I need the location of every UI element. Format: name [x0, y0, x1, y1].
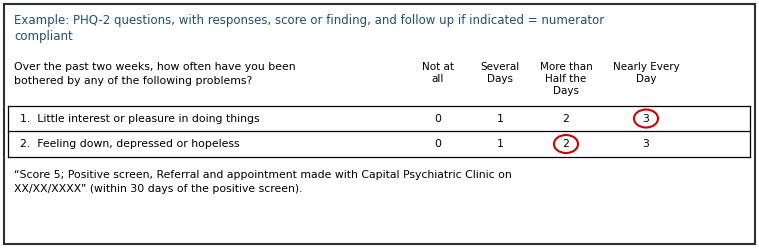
- Text: 2: 2: [562, 114, 569, 124]
- Text: More than: More than: [540, 62, 592, 72]
- Text: Day: Day: [636, 74, 657, 84]
- Text: 3: 3: [643, 114, 650, 124]
- Text: Several: Several: [480, 62, 520, 72]
- Text: Example: PHQ-2 questions, with responses, score or finding, and follow up if ind: Example: PHQ-2 questions, with responses…: [14, 14, 604, 27]
- Text: Over the past two weeks, how often have you been
bothered by any of the followin: Over the past two weeks, how often have …: [14, 62, 295, 86]
- Text: Days: Days: [553, 86, 579, 96]
- Text: 3: 3: [643, 139, 650, 149]
- Text: 1.  Little interest or pleasure in doing things: 1. Little interest or pleasure in doing …: [20, 114, 260, 124]
- Text: all: all: [432, 74, 444, 84]
- Text: 0: 0: [434, 139, 442, 149]
- Text: Not at: Not at: [422, 62, 454, 72]
- FancyBboxPatch shape: [4, 4, 755, 244]
- Text: 1: 1: [496, 114, 503, 124]
- Text: XX/XX/XXXX” (within 30 days of the positive screen).: XX/XX/XXXX” (within 30 days of the posit…: [14, 184, 303, 194]
- Text: 2.  Feeling down, depressed or hopeless: 2. Feeling down, depressed or hopeless: [20, 139, 240, 149]
- Text: 1: 1: [496, 139, 503, 149]
- Text: compliant: compliant: [14, 30, 73, 43]
- Text: 0: 0: [434, 114, 442, 124]
- Text: Nearly Every: Nearly Every: [613, 62, 679, 72]
- Text: 2: 2: [562, 139, 569, 149]
- Text: Days: Days: [487, 74, 513, 84]
- Text: “Score 5; Positive screen, Referral and appointment made with Capital Psychiatri: “Score 5; Positive screen, Referral and …: [14, 170, 512, 180]
- Text: Half the: Half the: [546, 74, 587, 84]
